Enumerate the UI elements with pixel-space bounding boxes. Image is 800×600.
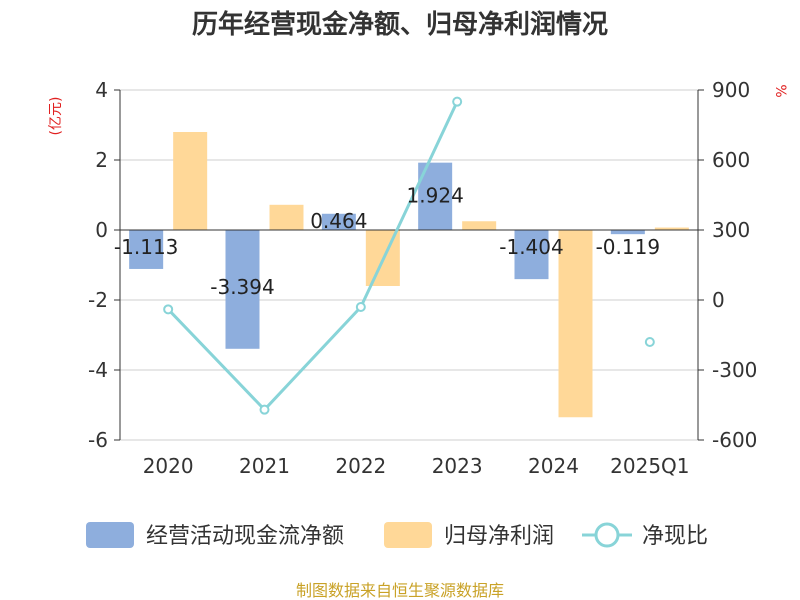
ratio-point <box>163 304 174 315</box>
ratio-point <box>355 302 366 312</box>
data-label-cash-flow: -0.119 <box>596 235 660 259</box>
grid-layer <box>120 89 698 441</box>
ratio-point <box>644 337 655 347</box>
data-label-cash-flow: -1.113 <box>114 235 178 259</box>
bar-layer <box>129 132 689 418</box>
bar-cash-flow <box>321 213 356 230</box>
y-right-tick-label: -300 <box>712 358 757 382</box>
legend: 经营活动现金流净额 归母净利润 净现比 <box>86 522 708 549</box>
y-right-tick-label: 300 <box>712 218 750 242</box>
legend-label-ratio: 净现比 <box>642 524 708 549</box>
line-layer <box>163 96 655 415</box>
ratio-point <box>259 404 270 415</box>
data-label-cash-flow: 0.464 <box>310 209 367 233</box>
y-left-tick-label: 4 <box>95 78 108 102</box>
x-tick-label: 2022 <box>335 454 386 478</box>
ratio-line <box>167 101 459 412</box>
x-tick-label: 2020 <box>143 454 194 478</box>
legend-swatch-net-profit <box>384 522 432 548</box>
y-right-tick-label: 900 <box>712 78 750 102</box>
y-left-tick-label: -2 <box>88 288 108 312</box>
source-note: 制图数据来自恒生聚源数据库 <box>296 581 504 600</box>
data-label-cash-flow: -3.394 <box>210 275 274 299</box>
legend-swatch-cash-flow <box>86 522 134 548</box>
x-tick-label: 2025Q1 <box>610 454 689 478</box>
bar-net-profit <box>654 227 689 230</box>
y-left-tick-label: -6 <box>88 428 108 452</box>
right-axis-unit: % <box>772 84 788 97</box>
bar-cash-flow <box>129 230 164 269</box>
x-tick-label: 2023 <box>432 454 483 478</box>
label-layer: -1.113 -3.394 0.464 1.924 -1.404 -0.119 <box>114 184 660 299</box>
bar-net-profit <box>558 230 593 418</box>
bar-net-profit <box>173 132 208 230</box>
bar-cash-flow <box>610 230 645 235</box>
legend-label-net-profit: 归母净利润 <box>444 524 554 549</box>
data-label-cash-flow: 1.924 <box>407 184 464 208</box>
bar-cash-flow <box>225 230 260 349</box>
y-right-tick-label: 600 <box>712 148 750 172</box>
y-right-tick-label: 0 <box>712 288 725 312</box>
y-left-tick-label: -4 <box>88 358 108 382</box>
x-tick-label: 2021 <box>239 454 290 478</box>
left-axis-unit: (亿元) <box>48 97 64 136</box>
x-tick-label: 2024 <box>528 454 579 478</box>
y-left-tick-label: 0 <box>95 218 108 242</box>
legend-swatch-ratio-marker <box>594 522 620 548</box>
y-right-tick-label: -600 <box>712 428 757 452</box>
legend-label-cash-flow: 经营活动现金流净额 <box>146 524 344 549</box>
ratio-point <box>452 96 463 107</box>
y-left-tick-label: 2 <box>95 148 108 172</box>
axis-layer: 4 2 0 -2 -4 -6 900 600 300 0 -300 -600 2020 2021 2022 2… <box>88 78 757 478</box>
bar-cash-flow <box>514 230 549 280</box>
data-label-cash-flow: -1.404 <box>499 235 563 259</box>
chart-title: 历年经营现金净额、归母净利润情况 <box>192 9 608 40</box>
bar-net-profit <box>462 221 497 230</box>
bar-net-profit <box>269 204 304 230</box>
